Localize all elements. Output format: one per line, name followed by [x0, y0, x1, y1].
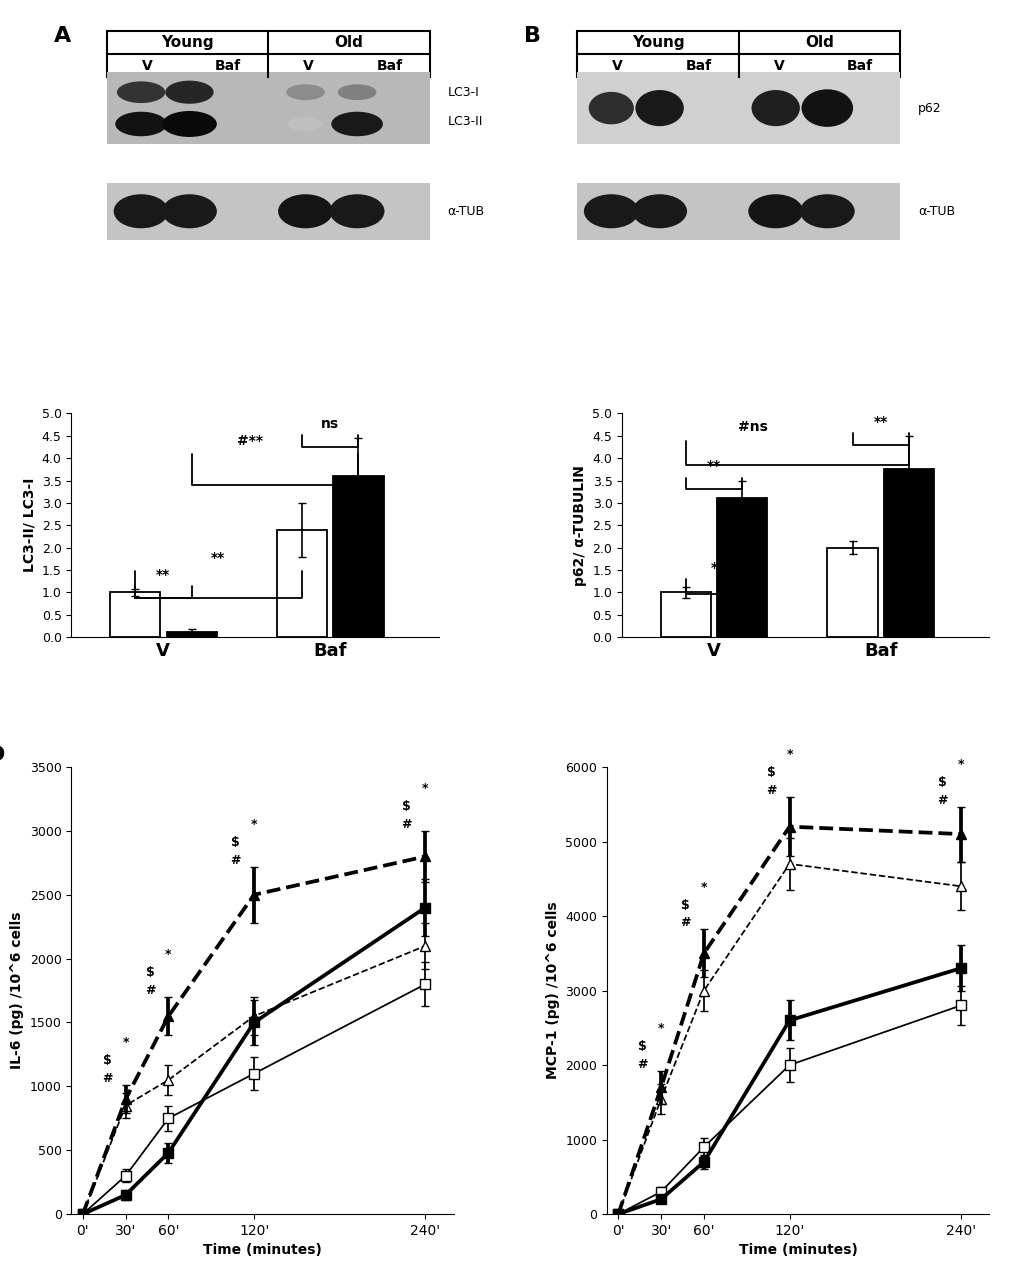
Text: D: D: [0, 745, 6, 764]
Text: *: *: [251, 818, 257, 831]
Text: #: #: [230, 854, 240, 866]
Bar: [107, 72, 429, 144]
Text: Young: Young: [161, 35, 214, 50]
Text: $: $: [231, 836, 239, 849]
Text: #: #: [145, 984, 155, 997]
Text: $: $: [681, 898, 689, 911]
Text: Baf: Baf: [215, 59, 240, 73]
Text: V: V: [772, 59, 784, 73]
Bar: [107, 31, 429, 77]
Ellipse shape: [329, 194, 384, 229]
Ellipse shape: [635, 89, 683, 127]
Text: $: $: [638, 1040, 646, 1053]
Text: *: *: [957, 758, 963, 771]
Text: #: #: [637, 1058, 647, 1071]
Text: **: **: [211, 551, 225, 565]
Bar: [110, 592, 160, 636]
Ellipse shape: [115, 111, 167, 137]
Bar: [577, 72, 899, 144]
Text: V: V: [303, 59, 314, 73]
Text: V: V: [142, 59, 153, 73]
Text: $: $: [937, 776, 946, 789]
Y-axis label: IL-6 (pg) /10^6 cells: IL-6 (pg) /10^6 cells: [10, 911, 24, 1070]
Ellipse shape: [113, 194, 168, 229]
Text: *: *: [122, 1036, 128, 1049]
Ellipse shape: [337, 84, 376, 100]
Ellipse shape: [287, 116, 323, 132]
Ellipse shape: [165, 81, 213, 104]
Text: Old: Old: [804, 35, 833, 50]
Ellipse shape: [162, 194, 217, 229]
Bar: [716, 498, 766, 636]
Text: Baf: Baf: [846, 59, 871, 73]
Text: α-TUB: α-TUB: [447, 204, 484, 217]
Text: *: *: [786, 748, 792, 762]
Text: B: B: [523, 26, 540, 46]
Text: LC3-II: LC3-II: [447, 115, 482, 128]
Text: #: #: [680, 916, 690, 929]
Text: *: *: [700, 881, 706, 893]
Ellipse shape: [748, 194, 802, 229]
Text: Baf: Baf: [376, 59, 403, 73]
Text: **: **: [873, 414, 888, 428]
Ellipse shape: [331, 111, 382, 137]
Ellipse shape: [632, 194, 687, 229]
Text: Young: Young: [631, 35, 684, 50]
Bar: [883, 469, 933, 636]
Bar: [276, 529, 326, 636]
Text: *: *: [710, 561, 716, 575]
X-axis label: Time (minutes): Time (minutes): [203, 1243, 322, 1258]
Text: #: #: [401, 818, 412, 831]
Text: #: #: [102, 1072, 112, 1085]
Y-axis label: LC3-II/ LC3-I: LC3-II/ LC3-I: [22, 478, 36, 573]
Bar: [577, 31, 899, 77]
Ellipse shape: [162, 111, 217, 137]
Text: ns: ns: [321, 417, 339, 431]
Bar: [107, 183, 429, 240]
Ellipse shape: [117, 82, 165, 104]
Text: $: $: [766, 766, 774, 780]
Y-axis label: p62/ α-TUBULIN: p62/ α-TUBULIN: [573, 465, 586, 585]
Text: A: A: [53, 26, 70, 46]
Text: $: $: [146, 966, 154, 979]
Text: Baf: Baf: [685, 59, 710, 73]
Bar: [660, 592, 710, 636]
Text: α-TUB: α-TUB: [917, 204, 954, 217]
Ellipse shape: [751, 89, 799, 127]
Text: *: *: [657, 1022, 663, 1035]
Text: $: $: [403, 800, 411, 813]
Text: #**: #**: [236, 435, 263, 447]
Ellipse shape: [278, 194, 332, 229]
Ellipse shape: [588, 92, 633, 124]
Text: *: *: [422, 782, 428, 795]
Text: p62: p62: [917, 101, 941, 115]
Bar: [826, 547, 876, 636]
Text: LC3-I: LC3-I: [447, 86, 479, 98]
Text: **: **: [156, 567, 170, 581]
Text: Old: Old: [334, 35, 363, 50]
Y-axis label: MCP-1 (pg) /10^6 cells: MCP-1 (pg) /10^6 cells: [545, 902, 559, 1080]
Bar: [333, 477, 383, 636]
Text: #ns: #ns: [737, 420, 767, 435]
Text: **: **: [706, 459, 720, 473]
Text: #: #: [936, 794, 947, 806]
Text: #: #: [765, 783, 775, 796]
Bar: [166, 631, 216, 636]
Text: V: V: [611, 59, 623, 73]
Ellipse shape: [801, 89, 852, 127]
Bar: [577, 183, 899, 240]
Ellipse shape: [583, 194, 638, 229]
Ellipse shape: [286, 84, 324, 100]
Ellipse shape: [799, 194, 854, 229]
X-axis label: Time (minutes): Time (minutes): [738, 1243, 857, 1258]
Text: $: $: [103, 1054, 111, 1067]
Text: *: *: [165, 948, 171, 961]
